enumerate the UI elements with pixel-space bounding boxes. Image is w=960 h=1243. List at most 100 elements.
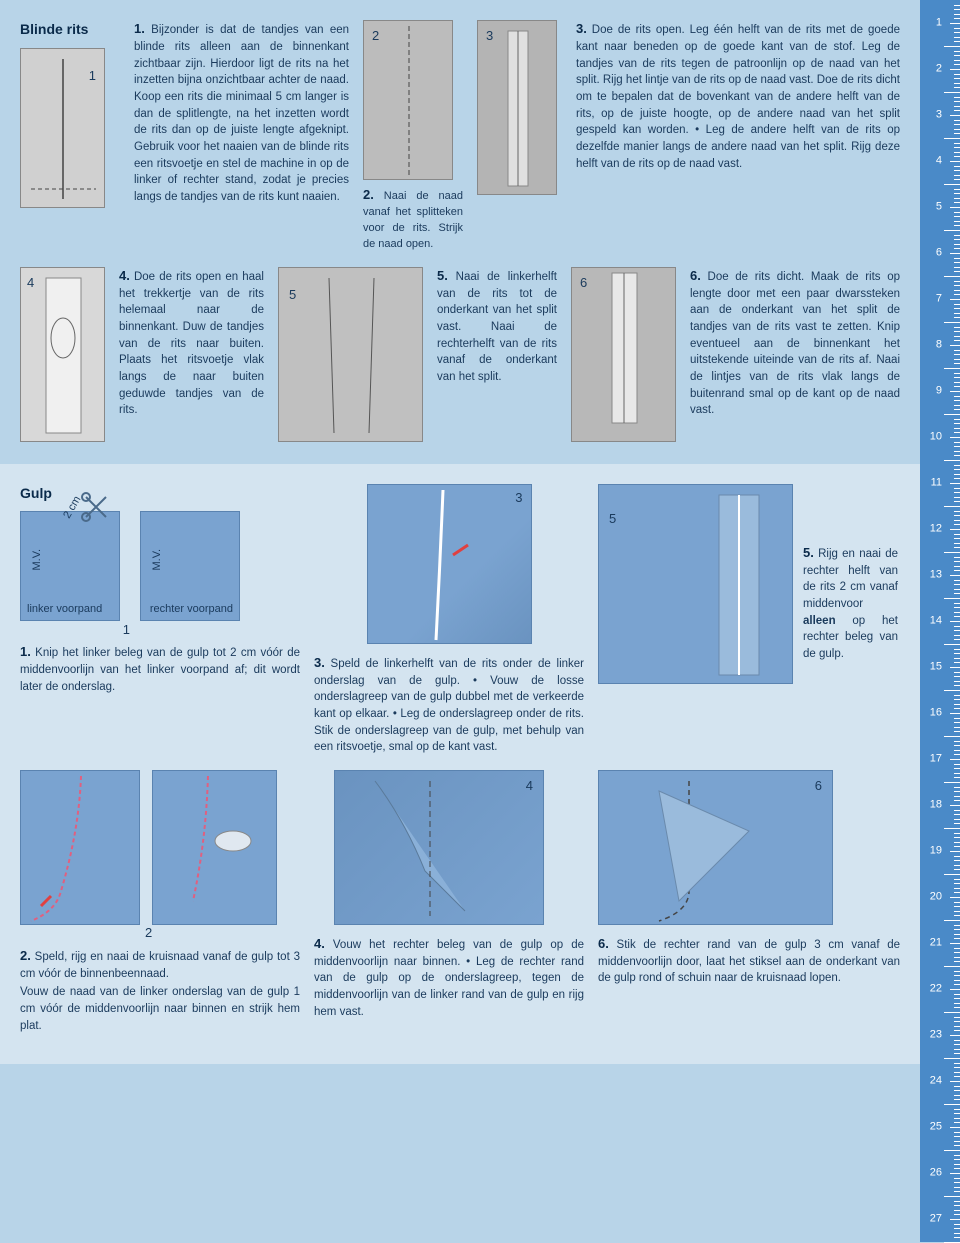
illus-blinde-4: 4 (20, 267, 105, 442)
illus-gulp-5: 5 (598, 484, 793, 684)
step6-body: Doe de rits dicht. Maak de rits op lengt… (690, 271, 900, 417)
gulp-step1-text: 1. Knip het linker beleg van de gulp tot… (20, 643, 300, 695)
ruler-num: 25 (922, 1119, 942, 1134)
illus-gulp-1a: linker voorpand 2 cm M.V. (20, 511, 120, 621)
illus-gulp-2a (20, 770, 140, 925)
step2-body: Naai de naad vanaf het splitteken voor d… (363, 190, 463, 250)
illus-label-5: 5 (289, 286, 296, 304)
fold-facing-icon (335, 771, 545, 926)
g-step2-body: Speld, rijg en naai de kruisnaad vanaf d… (20, 951, 300, 980)
g-step-num-3: 3. (314, 655, 325, 670)
label-mv-2: M.V. (150, 549, 165, 571)
step-num-4: 4. (119, 268, 130, 283)
illus-label-g5: 5 (609, 510, 616, 528)
step-num-1: 1. (134, 21, 145, 36)
g-step3-body: Speld de linkerhelft van de rits onder d… (314, 658, 584, 754)
ruler-num: 1 (922, 15, 942, 30)
label-linker: linker voorpand (27, 603, 102, 616)
step4-body: Doe de rits open en haal het trekkertje … (119, 271, 264, 417)
blinde-step3-illus-col: 3 (477, 20, 562, 195)
heading-col: Blinde rits 1 (20, 20, 120, 208)
crotch-seam-icon (21, 771, 141, 926)
illus-blinde-1: 1 (20, 48, 105, 208)
ruler-num: 21 (922, 935, 942, 950)
gulp-step2-text: 2. Speld, rijg en naai de kruisnaad vana… (20, 947, 300, 1035)
gulp-step4-text: 4. Vouw het rechter beleg van de gulp op… (314, 935, 584, 1021)
g-step5-body: Rijg en naai de rechter helft van de rit… (803, 548, 898, 660)
scissors-icon (81, 492, 121, 532)
blinde-row-1: Blinde rits 1 1. Bijzonder is dat de tan… (20, 20, 900, 253)
ruler-num: 4 (922, 153, 942, 168)
step-num-6: 6. (690, 268, 701, 283)
illus-label-g1: 1 (123, 621, 130, 639)
step5-body: Naai de linkerhelft van de rits tot de o… (437, 271, 557, 383)
illus-blinde-6: 6 (571, 267, 676, 442)
section-blinde-rits: Blinde rits 1 1. Bijzonder is dat de tan… (0, 0, 920, 462)
ruler-num: 3 (922, 107, 942, 122)
illus-gulp-1b: rechter voorpand M.V. (140, 511, 240, 621)
ruler-num: 15 (922, 659, 942, 674)
illus-gulp-6: 6 (598, 770, 833, 925)
zipper-open-icon (478, 21, 558, 196)
heading-blinde: Blinde rits (20, 20, 120, 40)
ruler-num: 26 (922, 1165, 942, 1180)
ruler-num: 18 (922, 797, 942, 812)
blinde-step1-text: 1. Bijzonder is dat de tandjes van een b… (134, 20, 349, 206)
illus-blinde-5: 5 (278, 267, 423, 442)
finished-zipper-icon (572, 268, 677, 443)
ruler-num: 23 (922, 1027, 942, 1042)
ruler-num: 22 (922, 981, 942, 996)
heading-gulp: Gulp (20, 484, 300, 504)
ruler-num: 16 (922, 705, 942, 720)
illus-gulp-4: 4 (334, 770, 544, 925)
g-step-num-2: 2. (20, 948, 31, 963)
illus-blinde-2: 2 (363, 20, 453, 180)
sew-zipper-icon (279, 268, 424, 443)
gulp-step5-col: 5 5. Rijg en naai de rechter helft van d… (598, 484, 900, 684)
ruler-num: 17 (922, 751, 942, 766)
illus-label-6: 6 (580, 274, 587, 292)
blinde-row-2: 4 4. Doe de rits open en haal het trekke… (20, 267, 900, 442)
illus-label-g2: 2 (145, 924, 152, 942)
gulp-step2-col: 2 2. Speld, rijg en naai de kruisnaad va… (20, 770, 300, 1035)
iron-fold-icon (153, 771, 278, 926)
step1-body: Bijzonder is dat de tandjes van een blin… (134, 24, 349, 203)
ruler-num: 11 (922, 475, 942, 490)
ruler-num: 7 (922, 291, 942, 306)
g-step2-body2: Vouw de naad van de linker onderslag van… (20, 984, 300, 1034)
step-num-2: 2. (363, 187, 374, 202)
gulp-step3-col: 3 3. Speld de linkerhelft van de rits on… (314, 484, 584, 756)
ruler-num: 19 (922, 843, 942, 858)
blinde-step2-text: 2. Naai de naad vanaf het splitteken voo… (363, 186, 463, 253)
blinde-step2-col: 2 2. Naai de naad vanaf het splitteken v… (363, 20, 463, 253)
gulp-step1-col: Gulp linker voorpand 2 cm M.V. 1 rechter… (20, 484, 300, 696)
blinde-step5-text: 5. Naai de linkerhelft van de rits tot d… (437, 267, 557, 386)
gulp-row-1: Gulp linker voorpand 2 cm M.V. 1 rechter… (20, 484, 900, 756)
ruler-num: 8 (922, 337, 942, 352)
label-mv-1: M.V. (30, 549, 45, 571)
ruler-num: 2 (922, 61, 942, 76)
gulp-row-2: 2 2. Speld, rijg en naai de kruisnaad va… (20, 770, 900, 1035)
gulp-step6-col: 6 6. Stik de rechter rand van de gulp 3 … (598, 770, 900, 987)
g-step-num-4: 4. (314, 936, 325, 951)
step3-body: Doe de rits open. Leg één helft van de r… (576, 24, 900, 170)
illus-label-2: 2 (372, 27, 379, 45)
g-step5-bold: alleen (803, 615, 836, 627)
g-step6-body: Stik de rechter rand van de gulp 3 cm va… (598, 939, 900, 985)
ruler-num: 6 (922, 245, 942, 260)
gulp-step5-text: 5. Rijg en naai de rechter helft van de … (803, 484, 898, 684)
illus-label-1: 1 (89, 67, 96, 85)
illus-gulp-2b: 2 (152, 770, 277, 925)
fly-zipper-icon (368, 485, 533, 645)
ruler: 1234567891011121314151617181920212223242… (920, 0, 960, 1242)
step-num-3: 3. (576, 21, 587, 36)
blinde-step4-text: 4. Doe de rits open en haal het trekkert… (119, 267, 264, 419)
ruler-num: 9 (922, 383, 942, 398)
section-gulp: Gulp linker voorpand 2 cm M.V. 1 rechter… (0, 464, 920, 1065)
gulp-step4-col: 4 4. Vouw het rechter beleg van de gulp … (314, 770, 584, 1021)
ruler-num: 20 (922, 889, 942, 904)
illus-label-3: 3 (486, 27, 493, 45)
illus-label-4: 4 (27, 274, 34, 292)
topstitch-fly-icon (599, 771, 834, 926)
ruler-num: 24 (922, 1073, 942, 1088)
